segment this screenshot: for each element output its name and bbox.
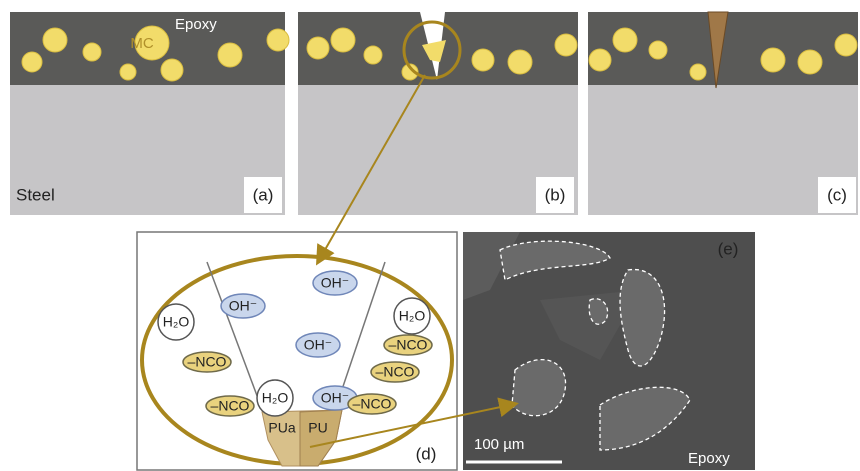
- label-box: [244, 177, 282, 213]
- microcapsule: [797, 49, 823, 75]
- microcapsule: [471, 48, 495, 72]
- species-shape: [295, 332, 341, 358]
- microcapsule: [217, 42, 243, 68]
- microcapsule: [554, 33, 578, 57]
- species-shape: [256, 379, 294, 417]
- species-shape: [157, 303, 195, 341]
- species-label: H₂O: [399, 308, 426, 324]
- species-label: OH⁻: [321, 275, 349, 291]
- steel-label: Steel: [16, 185, 55, 204]
- panels-abc: [10, 11, 858, 215]
- zoom-circle: [402, 20, 462, 80]
- microcapsule: [401, 63, 419, 81]
- microcapsule: [330, 27, 356, 53]
- link-arrow: [309, 397, 519, 448]
- microcapsule: [363, 45, 383, 65]
- species-label: –NCO: [211, 398, 250, 414]
- species-shape: [370, 361, 420, 383]
- microcapsule: [648, 40, 668, 60]
- released-agent: [422, 40, 446, 62]
- species-label: OH⁻: [229, 298, 257, 314]
- panel-label: (c): [827, 185, 847, 204]
- species-label: OH⁻: [321, 390, 349, 406]
- healed-crack: [707, 11, 729, 89]
- species-shape: [182, 351, 232, 373]
- microcapsule: [134, 25, 170, 61]
- species-label: –NCO: [353, 396, 392, 412]
- zoom-arrow: [316, 74, 426, 266]
- panel-label: (d): [416, 444, 437, 463]
- microcapsule: [82, 42, 102, 62]
- species-label: OH⁻: [304, 337, 332, 353]
- material-label: Epoxy: [688, 450, 730, 467]
- species-label: –NCO: [389, 337, 428, 353]
- scale-bar-label: 100 µm: [474, 436, 524, 453]
- species-shape: [220, 293, 266, 319]
- species-label: –NCO: [188, 354, 227, 370]
- microcapsule: [21, 51, 43, 73]
- microcapsule: [834, 33, 858, 57]
- steel-substrate: [588, 85, 858, 215]
- particles: [499, 240, 691, 451]
- species-label: –NCO: [376, 364, 415, 380]
- product-label: PU: [308, 420, 327, 436]
- panel: [10, 12, 290, 215]
- microcapsule: [160, 58, 184, 82]
- epoxy-label: Epoxy: [175, 16, 217, 33]
- species-label: H₂O: [262, 390, 289, 406]
- sem-texture: [540, 290, 640, 360]
- microcapsule: [119, 63, 137, 81]
- microcapsule: [306, 36, 330, 60]
- label-box: [536, 177, 574, 213]
- microcapsule: [689, 63, 707, 81]
- microcapsule: [760, 47, 786, 73]
- species-shape: [393, 297, 431, 335]
- microcapsule: [42, 27, 68, 53]
- capsule-label: MC: [130, 35, 153, 52]
- steel-substrate: [10, 85, 285, 215]
- species-shape: [312, 270, 358, 296]
- label-box: [818, 177, 856, 213]
- species-shape: [383, 334, 433, 356]
- microcapsule: [507, 49, 533, 75]
- panel-label: (e): [718, 239, 739, 258]
- species-shape: [347, 393, 397, 415]
- microcapsule: [588, 48, 612, 72]
- steel-substrate: [298, 85, 578, 215]
- microcapsule: [612, 27, 638, 53]
- panel-label: (a): [253, 185, 274, 204]
- product-label: PUa: [268, 420, 295, 436]
- species-label: H₂O: [163, 314, 190, 330]
- microcapsule: [266, 28, 290, 52]
- panel: [298, 12, 578, 215]
- species-shape: [205, 395, 255, 417]
- panel-label: (b): [545, 185, 566, 204]
